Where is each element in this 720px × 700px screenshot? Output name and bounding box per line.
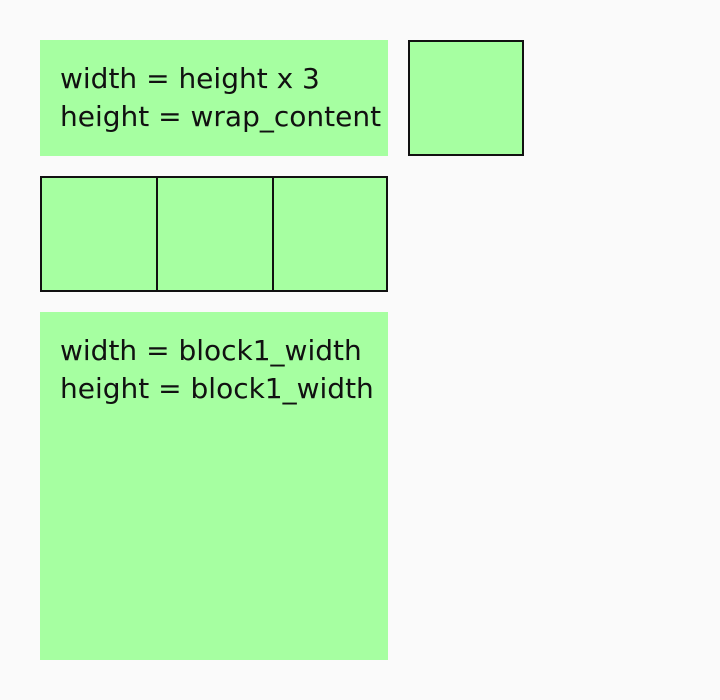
block2-label: width = block1_width height = block1_wid…: [60, 332, 374, 408]
block1-width-rule: width = height x 3: [60, 62, 320, 95]
block2-width-rule: width = block1_width: [60, 334, 362, 367]
block2-height-rule: height = block1_width: [60, 372, 374, 405]
row-square-box-3: [272, 176, 388, 292]
row-square-box-2: [156, 176, 274, 292]
block2-large-square: width = block1_width height = block1_wid…: [40, 312, 388, 660]
block1-height-rule: height = wrap_content: [60, 100, 382, 133]
row-square-box-1: [40, 176, 158, 292]
block1-label: width = height x 3 height = wrap_content: [60, 60, 381, 136]
block1-wide-box: width = height x 3 height = wrap_content: [40, 40, 388, 156]
square-box: [408, 40, 524, 156]
